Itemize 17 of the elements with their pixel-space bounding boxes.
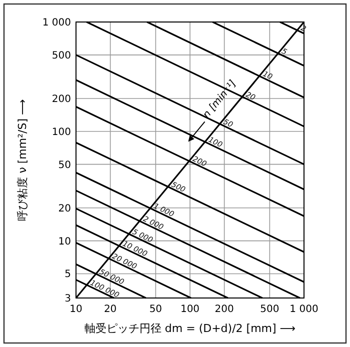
x-tick-label: 200 [214, 304, 234, 315]
x-tick-label: 100 [180, 304, 200, 315]
y-tick-label: 500 [52, 50, 71, 62]
x-axis-title: 軸受ピッチ円径 dm = (D+d)/2 [mm] ⟶ [84, 322, 296, 335]
y-tick-label: 200 [52, 94, 71, 105]
y-tick-label: 5 [64, 269, 71, 280]
x-tick-label: 1 000 [290, 304, 318, 315]
x-tick-label: 500 [260, 304, 280, 315]
x-tick-label: 50 [149, 304, 162, 315]
y-tick-label: 3 [64, 294, 71, 304]
y-tick-label: 10 [58, 236, 71, 248]
x-tick-label: 20 [104, 304, 117, 315]
y-tick-label: 1 000 [42, 18, 71, 28]
y-tick-label: 100 [52, 126, 71, 138]
y-tick-label: 20 [58, 203, 71, 214]
y-tick-label: 50 [58, 160, 71, 171]
y-axis-title: 呼び粘度 ν [mm²/S] ⟶ [16, 99, 29, 221]
